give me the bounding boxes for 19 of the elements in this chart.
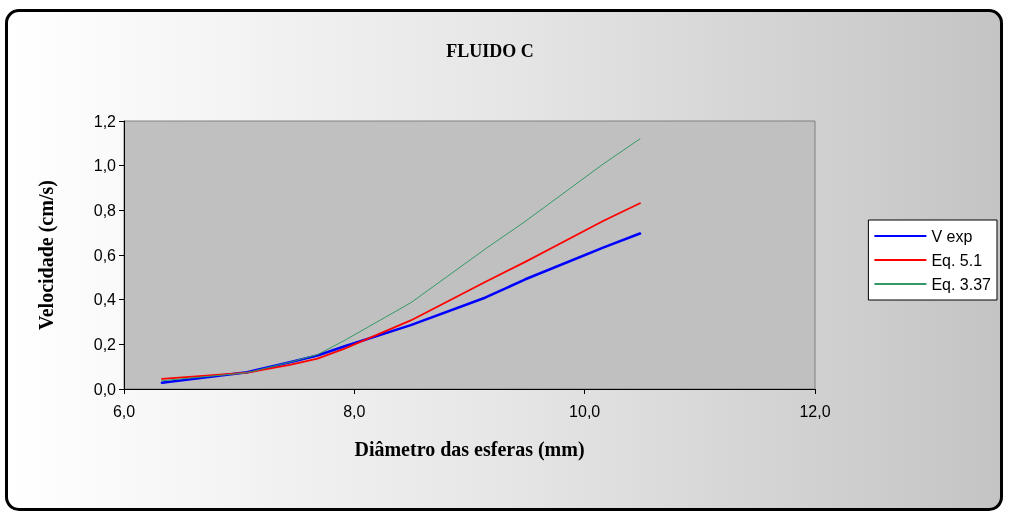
x-tick-label: 6,0 (112, 402, 136, 420)
line-series (161, 202, 641, 380)
legend-label: Eq. 5.1 (931, 251, 983, 269)
y-axis-title: Velocidade (cm/s) (35, 180, 58, 330)
y-tick-label: 1,2 (93, 112, 117, 130)
legend-label: Eq. 3.37 (931, 275, 992, 293)
chart-title: FLUIDO C (446, 41, 534, 61)
y-tick-label: 0,6 (93, 246, 117, 264)
x-tick-label: 8,0 (343, 402, 366, 420)
legend-label: V exp (931, 227, 973, 245)
y-tick-label: 0,8 (93, 201, 117, 219)
line-series (161, 138, 641, 382)
x-axis-title: Diâmetro das esferas (mm) (354, 438, 585, 461)
x-tick-label: 10,0 (569, 402, 601, 420)
y-tick-label: 0,2 (93, 335, 117, 353)
x-tick-label: 12,0 (799, 402, 831, 420)
y-tick-label: 0,0 (93, 380, 117, 398)
y-tick-label: 1,0 (93, 157, 117, 175)
y-tick-label: 0,4 (93, 291, 117, 309)
